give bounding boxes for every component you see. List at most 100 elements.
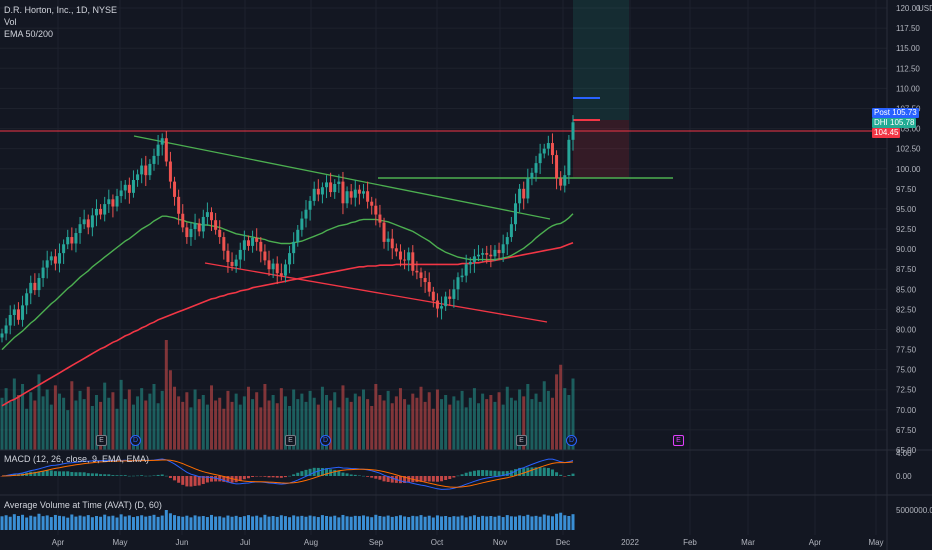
- volume-bar: [90, 406, 94, 450]
- candle-body: [222, 237, 226, 251]
- avat-bar: [361, 515, 365, 530]
- volume-bar: [337, 407, 341, 450]
- avat-bar: [427, 515, 431, 530]
- volume-bar: [435, 389, 439, 450]
- avat-bar: [148, 515, 152, 530]
- earnings-icon[interactable]: E: [285, 435, 296, 446]
- volume-bar: [74, 400, 78, 450]
- avat-bar: [398, 515, 402, 530]
- candle-body: [226, 250, 230, 262]
- candle-body: [111, 199, 115, 207]
- volume-bar: [33, 400, 37, 450]
- volume-bar: [275, 403, 279, 450]
- volume-bar: [472, 388, 476, 450]
- candle-body: [144, 165, 148, 176]
- macd-histogram-bar: [230, 476, 234, 483]
- avat-label[interactable]: Average Volume at Time (AVAT) (D, 60): [4, 500, 162, 510]
- price-tick-label: 95.00: [896, 205, 917, 214]
- macd-label[interactable]: MACD (12, 26, close, 9, EMA, EMA): [4, 454, 150, 464]
- avat-bar: [415, 516, 419, 530]
- macd-histogram-bar: [518, 467, 522, 476]
- dividend-icon[interactable]: D: [320, 435, 331, 446]
- candle-body: [131, 180, 135, 193]
- candle-body: [394, 248, 398, 252]
- avat-bar: [501, 517, 505, 530]
- earnings-icon[interactable]: E: [516, 435, 527, 446]
- avat-bar: [563, 515, 567, 530]
- candle-body: [140, 165, 144, 175]
- candle-body: [542, 148, 546, 154]
- avat-bar: [193, 515, 197, 530]
- volume-bar: [99, 401, 103, 450]
- avat-bar: [173, 515, 177, 530]
- volume-bar: [341, 385, 345, 450]
- candle-body: [518, 188, 522, 204]
- candle-body: [386, 238, 390, 242]
- dividend-icon[interactable]: D: [566, 435, 577, 446]
- avat-bar: [571, 514, 575, 530]
- volume-bar: [308, 390, 312, 450]
- candle-body: [218, 229, 222, 238]
- price-tick-label: 120.00: [896, 4, 921, 13]
- time-tick-label: Oct: [431, 538, 444, 547]
- symbol-title[interactable]: D.R. Horton, Inc., 1D, NYSE: [4, 5, 118, 15]
- macd-histogram-bar: [460, 474, 464, 476]
- volume-bar: [489, 395, 493, 450]
- avat-bar: [111, 515, 115, 530]
- volume-bar: [160, 390, 164, 450]
- avat-bar: [4, 515, 8, 530]
- macd-histogram-bar: [493, 470, 497, 476]
- avat-bar: [90, 517, 94, 530]
- volume-bar: [283, 396, 287, 450]
- candle-body: [70, 237, 74, 244]
- avat-bar: [304, 516, 308, 530]
- candle-body: [361, 191, 365, 194]
- macd-histogram-bar: [456, 475, 460, 477]
- volume-bar: [82, 399, 86, 450]
- macd-histogram-bar: [497, 471, 501, 476]
- avat-bar: [259, 517, 263, 530]
- price-axis-labels[interactable]: 120.00117.50115.00112.50110.00107.50105.…: [896, 4, 932, 455]
- macd-histogram-bar: [357, 475, 361, 477]
- volume-bar: [4, 388, 8, 450]
- volume-bar: [173, 386, 177, 450]
- volume-bar: [152, 384, 156, 450]
- volume-bar: [419, 386, 423, 450]
- candle-body: [571, 122, 575, 140]
- ticker-tag: DHI 105.78: [872, 118, 917, 128]
- time-tick-label: Jul: [240, 538, 250, 547]
- indicator-ema[interactable]: EMA 50/200: [4, 29, 54, 39]
- future-earnings-icon[interactable]: E: [673, 435, 684, 446]
- volume-bar: [144, 400, 148, 450]
- candle-body: [546, 143, 550, 149]
- macd-histogram-bar: [82, 472, 86, 476]
- macd-histogram-bar: [111, 475, 115, 476]
- macd-histogram-bar: [501, 471, 505, 476]
- avat-bar: [431, 517, 435, 530]
- earnings-icon[interactable]: E: [96, 435, 107, 446]
- avat-bar: [542, 514, 546, 530]
- candle-body: [320, 187, 324, 195]
- avat-bar: [177, 516, 181, 530]
- ema-200-line: [1, 241, 574, 407]
- volume-bar: [460, 390, 464, 450]
- avat-bar: [456, 516, 460, 530]
- time-tick-label: Feb: [683, 538, 697, 547]
- price-tick-label: 75.00: [896, 366, 917, 375]
- candle-body: [16, 309, 20, 320]
- avat-bar: [115, 517, 119, 530]
- macd-histogram-bar: [123, 475, 127, 476]
- descending-trendline-red: [204, 262, 548, 323]
- time-axis-labels[interactable]: Apr May Jun Jul Aug Sep Oct Nov Dec 2022 Feb Mar Apr…: [52, 538, 884, 547]
- avat-bar: [452, 516, 456, 530]
- dividend-icon[interactable]: D: [130, 435, 141, 446]
- volume-bar: [70, 381, 74, 450]
- candle-body: [21, 305, 25, 320]
- candle-body: [156, 144, 160, 156]
- volume-bar: [45, 389, 49, 450]
- avat-bar: [509, 516, 513, 530]
- macd-histogram-bar: [263, 476, 267, 477]
- indicator-vol[interactable]: Vol: [4, 17, 17, 27]
- avat-bar: [477, 516, 481, 530]
